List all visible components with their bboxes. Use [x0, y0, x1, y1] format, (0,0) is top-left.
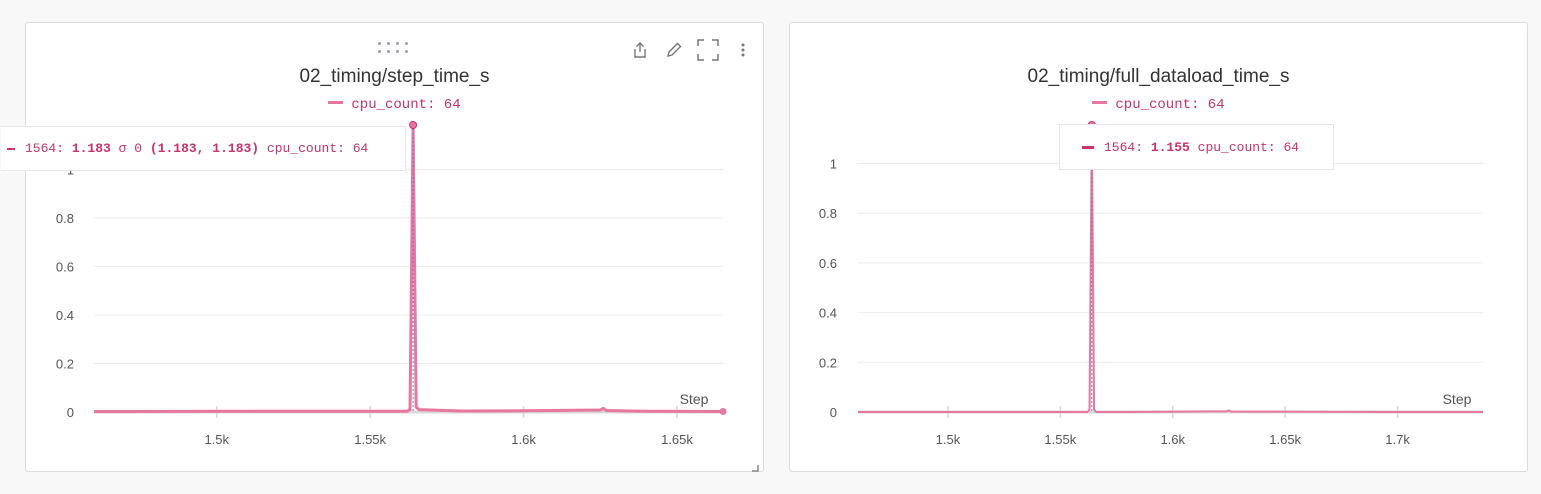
legend-entry[interactable]: cpu_count: 64: [26, 97, 763, 113]
y-tick-label: 0.8: [56, 211, 74, 226]
line-chart[interactable]: 0 0.2 0.4 0.6 0.8 1 1.5k 1.55k 1.6k 1.65k 1.7k Step: [790, 23, 1529, 473]
legend-entry[interactable]: cpu_count: 64: [790, 97, 1527, 113]
x-tick-label: 1.5k: [204, 432, 229, 447]
x-tick-label: 1.6k: [1160, 432, 1185, 447]
tooltip-value: 1.155: [1150, 139, 1190, 155]
legend-swatch: [328, 100, 344, 104]
y-tick-label: 0.2: [819, 355, 837, 370]
x-axis-label: Step: [1443, 391, 1472, 407]
tooltip-step: 1564:: [1104, 139, 1144, 155]
series-line: [858, 124, 1483, 413]
tooltip-group: cpu_count: 64: [1197, 139, 1300, 155]
x-tick-label: 1.55k: [354, 432, 386, 447]
drag-handle-icon[interactable]: [378, 40, 412, 56]
hover-tooltip: 1564: 1.155 cpu_count: 64: [1059, 124, 1334, 170]
tooltip-swatch: [7, 147, 15, 150]
x-tick-label: 1.65k: [1269, 432, 1301, 447]
y-tick-label: 0: [67, 405, 74, 420]
legend-label: cpu_count: 64: [351, 97, 461, 113]
tooltip-range: (1.183, 1.183): [149, 141, 260, 156]
x-axis-label: Step: [680, 391, 709, 407]
hover-tooltip: 1564: 1.183 σ 0 (1.183, 1.183) cpu_count…: [1, 126, 406, 171]
x-tick-label: 1.6k: [511, 432, 536, 447]
resize-handle-icon[interactable]: [751, 459, 759, 472]
x-tick-label: 1.65k: [661, 432, 693, 447]
series-line: [93, 123, 724, 414]
fullscreen-icon[interactable]: [697, 39, 719, 61]
more-icon[interactable]: [732, 39, 754, 61]
chart-panel-dataload-time[interactable]: 02_timing/full_dataload_time_s cpu_count…: [789, 22, 1528, 472]
y-tick-label: 0.2: [56, 356, 74, 371]
tooltip-value: 1.183: [71, 141, 111, 156]
y-tick-label: 0.8: [819, 206, 837, 221]
edit-icon[interactable]: [663, 39, 685, 61]
data-point: [719, 408, 727, 416]
x-tick-label: 1.5k: [936, 432, 961, 447]
y-tick-label: 1: [830, 157, 837, 172]
y-tick-label: 0.4: [56, 308, 74, 323]
share-icon[interactable]: [629, 39, 651, 61]
tooltip-step: 1564:: [25, 141, 65, 156]
tooltip-swatch: [1082, 145, 1094, 149]
legend-swatch: [1092, 100, 1108, 104]
y-tick-label: 0.4: [819, 306, 837, 321]
y-tick-label: 0.6: [56, 259, 74, 274]
data-point: [409, 121, 418, 129]
chart-panel-step-time[interactable]: 02_timing/step_time_s cpu_count: 64 0 0.2…: [1, 22, 765, 473]
y-tick-label: 0.6: [819, 256, 837, 271]
tooltip-group: cpu_count: 64: [266, 141, 369, 156]
y-tick-label: 0: [830, 405, 837, 420]
tooltip-sigma: σ 0: [118, 141, 143, 156]
chart-title: 02_timing/full_dataload_time_s: [1027, 66, 1290, 87]
x-tick-label: 1.7k: [1385, 432, 1410, 447]
legend-label: cpu_count: 64: [1115, 97, 1225, 113]
x-tick-label: 1.55k: [1044, 432, 1076, 447]
chart-title: 02_timing/step_time_s: [299, 66, 490, 87]
